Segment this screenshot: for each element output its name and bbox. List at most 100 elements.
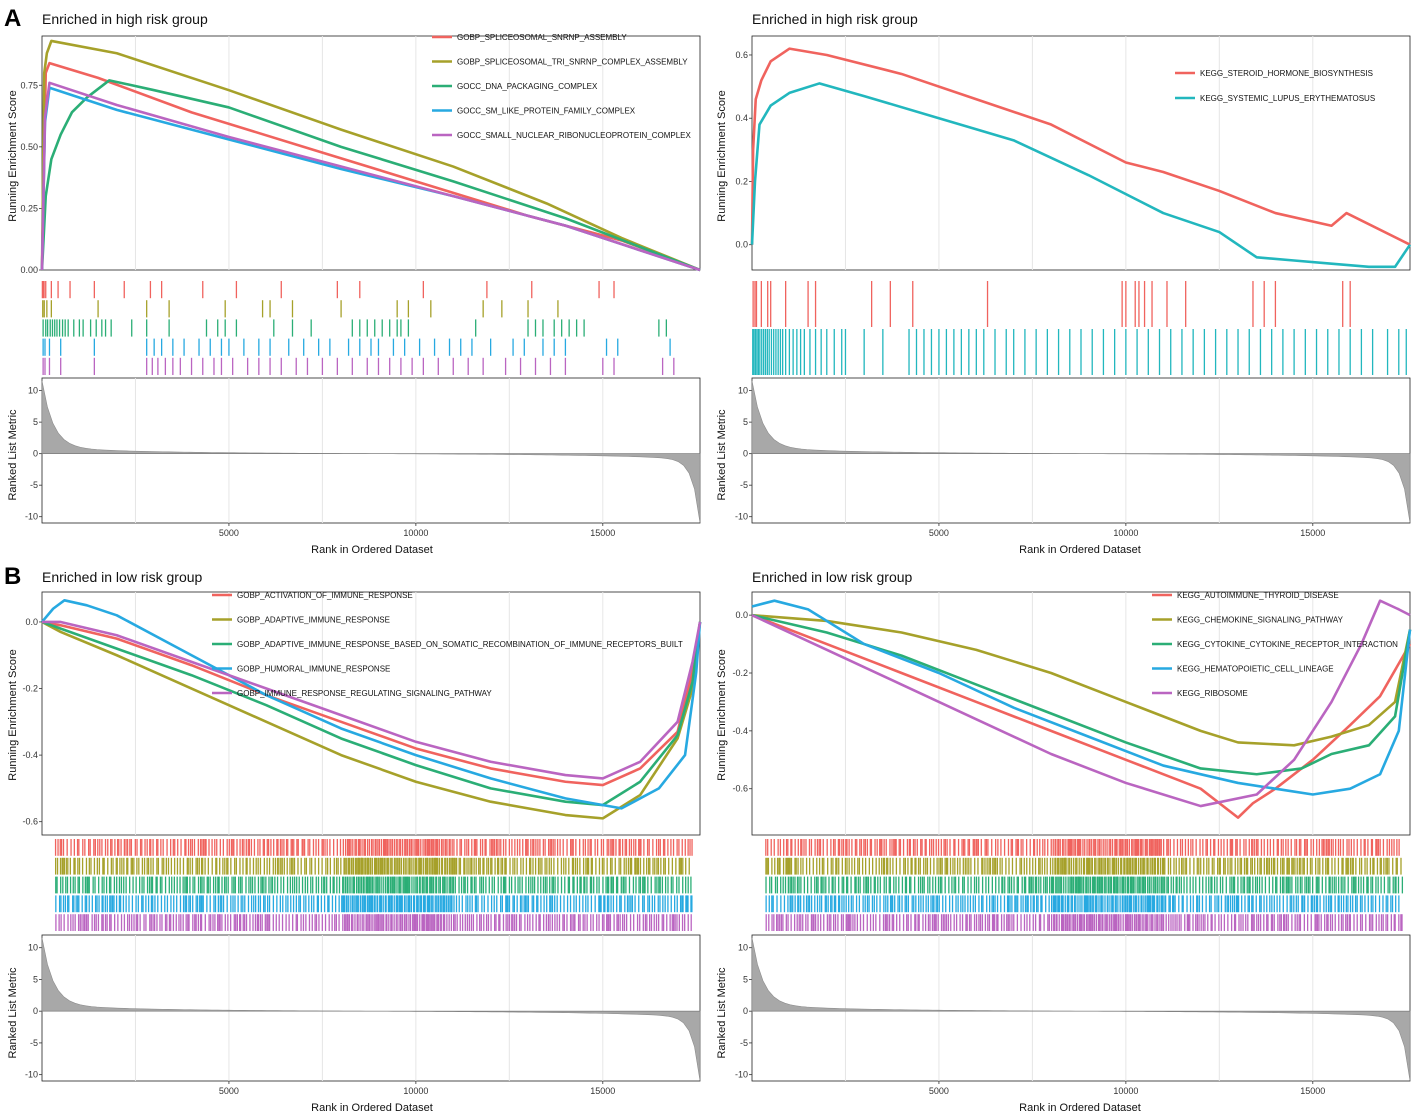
legend-entry: GOBP_IMMUNE_RESPONSE_REGULATING_SIGNALIN… <box>237 689 492 698</box>
panel-title: Enriched in low risk group <box>42 569 203 585</box>
es-y-axis-label: Running Enrichment Score <box>716 90 728 221</box>
es-plot-frame <box>751 35 1411 271</box>
metric-y-tick-label: 10 <box>738 943 748 953</box>
es-line-blue <box>751 599 1412 796</box>
panel-title: Enriched in high risk group <box>752 11 918 27</box>
panel-title: Enriched in high risk group <box>42 11 208 27</box>
legend-entry: GOBP_SPLICEOSOMAL_TRI_SNRNP_COMPLEX_ASSE… <box>457 58 688 67</box>
es-y-tick-label: 0.25 <box>20 203 38 213</box>
x-tick-label: 5000 <box>219 1086 239 1096</box>
es-y-tick-label: -0.4 <box>732 726 748 736</box>
legend-entry: GOBP_HUMORAL_IMMUNE_RESPONSE <box>237 665 390 674</box>
metric-plot-frame <box>41 934 701 1082</box>
es-y-tick-label: -0.2 <box>22 684 38 694</box>
metric-y-tick-label: -10 <box>735 512 748 522</box>
metric-y-tick-label: 0 <box>33 1006 38 1016</box>
legend-entry: KEGG_CHEMOKINE_SIGNALING_PATHWAY <box>1177 616 1344 625</box>
metric-y-axis-label: Ranked List Metric <box>7 967 19 1059</box>
panel-label-a: A <box>4 5 21 32</box>
panel-label-b: B <box>4 563 21 590</box>
x-axis-label: Rank in Ordered Dataset <box>311 1102 433 1114</box>
legend-entry: KEGG_RIBOSOME <box>1177 689 1248 698</box>
es-y-tick-label: 0.75 <box>20 80 38 90</box>
x-tick-label: 15000 <box>590 528 615 538</box>
es-y-axis-label: Running Enrichment Score <box>7 649 19 780</box>
metric-y-axis-label: Ranked List Metric <box>716 967 728 1059</box>
es-line-olive <box>40 39 701 272</box>
es-y-axis-label: Running Enrichment Score <box>7 90 19 221</box>
es-y-tick-label: -0.6 <box>732 784 748 794</box>
metric-y-tick-label: -10 <box>25 1070 38 1080</box>
metric-y-tick-label: -5 <box>30 480 38 490</box>
panel-b-right: Enriched in low risk group Running Enric… <box>716 569 1412 1114</box>
es-line-blue <box>41 599 702 810</box>
x-tick-label: 15000 <box>1300 528 1325 538</box>
es-line-red <box>41 620 702 787</box>
es-y-tick-label: 0.0 <box>735 240 748 250</box>
legend-entry: GOCC_DNA_PACKAGING_COMPLEX <box>457 82 598 91</box>
es-y-tick-label: 0.0 <box>735 610 748 620</box>
metric-y-tick-label: 0 <box>743 449 748 459</box>
x-tick-label: 10000 <box>1113 528 1138 538</box>
es-y-tick-label: -0.4 <box>22 750 38 760</box>
x-axis-label: Rank in Ordered Dataset <box>1019 1102 1141 1114</box>
panel-title: Enriched in low risk group <box>752 569 913 585</box>
es-line-cyan <box>750 82 1412 269</box>
metric-y-tick-label: 0 <box>743 1006 748 1016</box>
panel-a-right: Enriched in high risk group Running Enri… <box>716 11 1412 556</box>
legend-entry: GOCC_SMALL_NUCLEAR_RIBONUCLEOPROTEIN_COM… <box>457 131 692 140</box>
metric-y-tick-label: 10 <box>28 386 38 396</box>
es-line-purple <box>40 81 701 272</box>
metric-y-axis-label: Ranked List Metric <box>716 409 728 501</box>
metric-y-tick-label: 10 <box>738 386 748 396</box>
x-tick-label: 5000 <box>929 528 949 538</box>
metric-y-tick-label: -10 <box>735 1070 748 1080</box>
metric-y-tick-label: -5 <box>30 1038 38 1048</box>
x-tick-label: 15000 <box>1300 1086 1325 1096</box>
es-plot-frame <box>751 591 1411 836</box>
es-y-tick-label: 0.6 <box>735 50 748 60</box>
legend-entry: GOBP_ADAPTIVE_IMMUNE_RESPONSE_BASED_ON_S… <box>237 640 683 649</box>
x-axis-label: Rank in Ordered Dataset <box>311 544 433 556</box>
es-y-axis-label: Running Enrichment Score <box>716 649 728 780</box>
legend-entry: KEGG_AUTOIMMUNE_THYROID_DISEASE <box>1177 591 1339 600</box>
metric-y-axis-label: Ranked List Metric <box>7 409 19 501</box>
panel-a-left: Enriched in high risk group Running Enri… <box>7 11 701 556</box>
legend-entry: KEGG_SYSTEMIC_LUPUS_ERYTHEMATOSUS <box>1200 94 1375 103</box>
metric-y-tick-label: 0 <box>33 449 38 459</box>
metric-y-tick-label: 5 <box>33 974 38 984</box>
es-line-olive <box>751 613 1412 747</box>
legend-entry: GOBP_ADAPTIVE_IMMUNE_RESPONSE <box>237 616 390 625</box>
es-y-tick-label: -0.6 <box>22 817 38 827</box>
es-line-purple <box>42 620 702 780</box>
es-y-tick-label: 0.0 <box>25 617 38 627</box>
x-axis-label: Rank in Ordered Dataset <box>1019 544 1141 556</box>
es-line-purple <box>751 599 1411 808</box>
x-tick-label: 5000 <box>219 528 239 538</box>
es-line-green <box>41 620 702 807</box>
es-line-green <box>40 79 701 272</box>
metric-y-tick-label: 5 <box>33 417 38 427</box>
metric-plot-frame <box>751 377 1411 524</box>
es-line-red <box>750 47 1411 246</box>
legend-entry: GOCC_SM_LIKE_PROTEIN_FAMILY_COMPLEX <box>457 107 636 116</box>
metric-y-tick-label: 10 <box>28 943 38 953</box>
x-tick-label: 10000 <box>1113 1086 1138 1096</box>
metric-y-tick-label: 5 <box>743 417 748 427</box>
metric-plot-frame <box>41 377 701 524</box>
metric-y-tick-label: 5 <box>743 974 748 984</box>
es-line-green <box>751 613 1412 776</box>
es-y-tick-label: 0.50 <box>20 142 38 152</box>
x-tick-label: 15000 <box>590 1086 615 1096</box>
es-y-tick-label: 0.4 <box>735 113 748 123</box>
x-tick-label: 10000 <box>403 528 428 538</box>
metric-y-tick-label: -5 <box>740 1038 748 1048</box>
es-y-tick-label: -0.2 <box>732 668 748 678</box>
legend-entry: GOBP_ACTIVATION_OF_IMMUNE_RESPONSE <box>237 591 413 600</box>
x-tick-label: 5000 <box>929 1086 949 1096</box>
es-line-olive <box>41 620 702 820</box>
metric-y-tick-label: -10 <box>25 512 38 522</box>
panel-b-left: Enriched in low risk group Running Enric… <box>7 569 702 1114</box>
x-tick-label: 10000 <box>403 1086 428 1096</box>
